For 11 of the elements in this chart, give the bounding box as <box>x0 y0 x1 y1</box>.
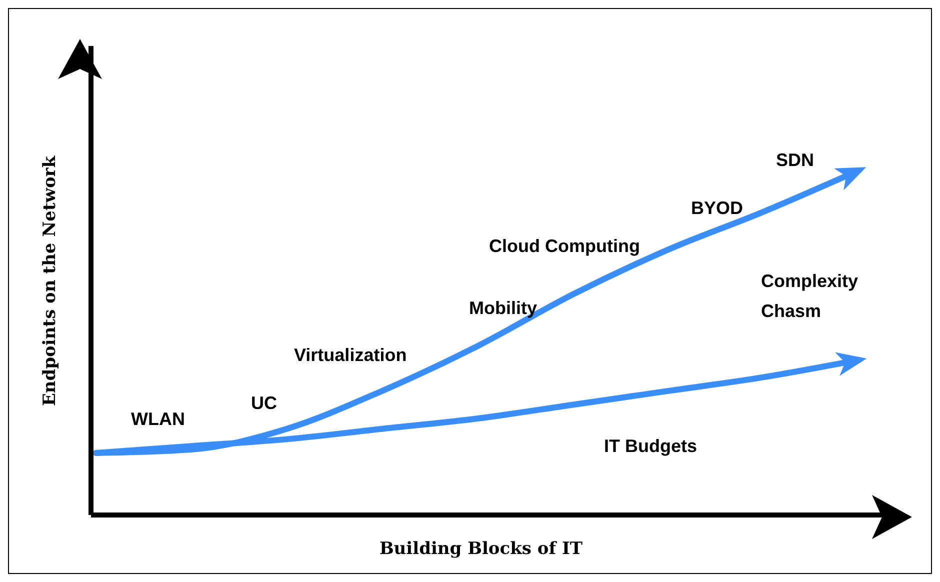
text: SDN <box>776 150 814 170</box>
x-axis-title: Building Blocks of IT <box>379 539 583 559</box>
annotation: Cloud Computing <box>489 236 640 256</box>
annotation: UC <box>251 393 277 413</box>
annotation: BYOD <box>691 198 744 218</box>
annotation: IT Budgets <box>604 436 697 456</box>
y-axis-title: Endpoints on the Network <box>40 154 60 406</box>
annotation: Mobility <box>469 298 537 318</box>
annotation: Complexity Chasm <box>761 271 858 321</box>
annotation: WLAN <box>131 409 185 429</box>
annotation: Virtualization <box>294 345 407 365</box>
